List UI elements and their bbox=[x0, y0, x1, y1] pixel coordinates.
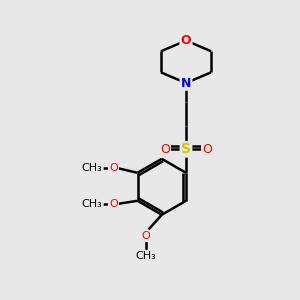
Text: CH₃: CH₃ bbox=[82, 164, 103, 173]
Text: O: O bbox=[109, 164, 118, 173]
Text: O: O bbox=[109, 199, 118, 209]
Text: O: O bbox=[160, 143, 170, 156]
Text: O: O bbox=[202, 143, 212, 156]
Text: S: S bbox=[181, 142, 191, 156]
Text: O: O bbox=[181, 34, 191, 47]
Text: N: N bbox=[181, 76, 191, 89]
Text: CH₃: CH₃ bbox=[135, 251, 156, 261]
Text: CH₃: CH₃ bbox=[82, 199, 103, 209]
Text: O: O bbox=[141, 231, 150, 241]
